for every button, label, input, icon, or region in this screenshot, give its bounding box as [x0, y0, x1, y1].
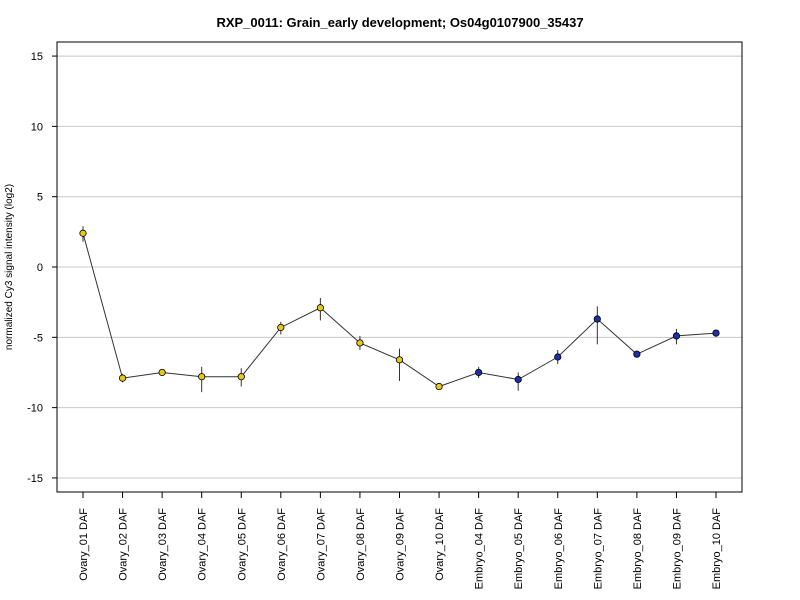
y-tick-label: 15 — [31, 51, 43, 63]
x-tick-label: Embryo_10 DAF — [711, 508, 723, 590]
y-axis: -15 -10 -5 0 5 10 15 — [27, 51, 57, 485]
data-point — [118, 374, 127, 382]
data-point — [277, 323, 285, 332]
x-tick-label: Embryo_08 DAF — [632, 508, 644, 590]
x-tick-label: Embryo_07 DAF — [592, 508, 604, 590]
data-point — [633, 350, 641, 358]
x-axis: Ovary_01 DAF Ovary_02 DAF Ovary_03 DAF Ovar… — [78, 492, 723, 589]
data-point — [356, 339, 364, 347]
series-layer — [79, 226, 720, 393]
y-tick-label: 5 — [37, 192, 43, 204]
chart-title: RXP_0011: Grain_early development; Os04g… — [216, 15, 583, 30]
data-point — [316, 304, 324, 312]
x-tick-label: Ovary_09 DAF — [395, 508, 407, 581]
x-tick-label: Embryo_06 DAF — [553, 508, 565, 590]
x-tick-label: Embryo_05 DAF — [513, 508, 525, 590]
y-tick-label: 0 — [37, 262, 43, 274]
x-tick-label: Ovary_10 DAF — [434, 508, 446, 581]
y-tick-label: -10 — [27, 403, 43, 415]
data-point — [672, 332, 681, 340]
y-tick-label: -5 — [33, 332, 43, 344]
x-tick-label: Ovary_06 DAF — [276, 508, 288, 581]
x-tick-label: Ovary_02 DAF — [118, 508, 130, 581]
x-tick-label: Ovary_07 DAF — [315, 508, 327, 581]
data-point — [237, 373, 245, 381]
data-point — [79, 229, 87, 237]
data-point — [475, 368, 483, 377]
data-point — [554, 353, 562, 361]
data-point — [395, 356, 404, 364]
y-tick-label: 10 — [31, 121, 43, 133]
x-tick-label: Ovary_05 DAF — [236, 508, 248, 581]
x-tick-label: Embryo_04 DAF — [474, 508, 486, 590]
data-point — [514, 375, 522, 384]
data-point — [158, 368, 166, 377]
y-axis-label: normalized Cy3 signal intensity (log2) — [4, 184, 15, 350]
y-tick-label: -15 — [27, 473, 43, 485]
data-point — [593, 315, 601, 323]
x-tick-label: Ovary_03 DAF — [157, 508, 169, 581]
data-point — [198, 373, 206, 381]
x-tick-label: Ovary_04 DAF — [197, 508, 209, 581]
x-tick-label: Ovary_01 DAF — [78, 508, 90, 581]
data-point — [712, 329, 720, 337]
x-tick-label: Embryo_09 DAF — [671, 508, 683, 590]
x-tick-label: Ovary_08 DAF — [355, 508, 367, 581]
grid-layer — [57, 55, 742, 479]
data-point — [435, 382, 443, 391]
